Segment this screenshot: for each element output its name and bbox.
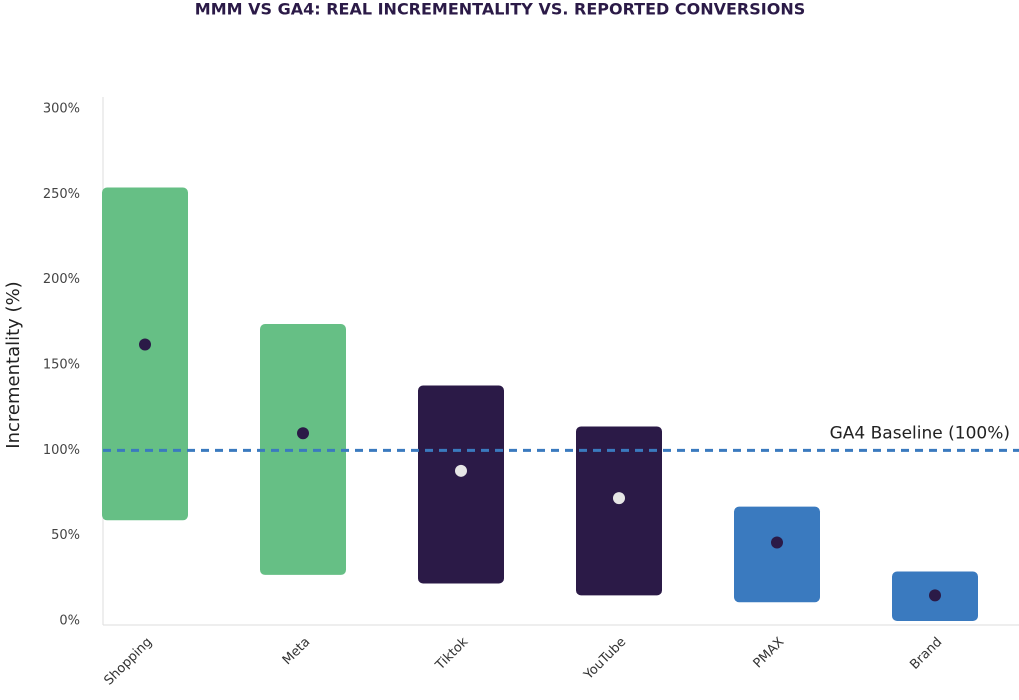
range-bar <box>734 506 820 603</box>
point-estimate <box>613 492 625 505</box>
baseline-label: GA4 Baseline (100%) <box>830 423 1010 443</box>
point-estimate <box>929 589 941 602</box>
y-tick-label: 50% <box>51 528 80 543</box>
range-bar <box>576 426 662 596</box>
y-tick-label: 100% <box>43 443 80 458</box>
point-estimate <box>771 536 783 549</box>
point-estimate <box>297 427 309 440</box>
y-tick-label: 150% <box>43 358 80 373</box>
range-bar <box>418 385 504 584</box>
x-tick-label: PMAX <box>751 635 788 672</box>
x-tick-label: Meta <box>280 635 313 668</box>
y-tick-label: 200% <box>43 272 80 287</box>
x-tick-label: YouTube <box>581 635 630 684</box>
range-bar <box>102 187 188 521</box>
y-tick-label: 0% <box>59 614 80 629</box>
y-axis-label: Incrementality (%) <box>3 281 24 448</box>
point-estimate <box>139 338 151 351</box>
x-tick-label: Brand <box>907 635 945 673</box>
point-estimate <box>455 464 467 477</box>
chart-title: MMM VS GA4: REAL INCREMENTALITY VS. REPO… <box>195 0 805 19</box>
y-tick-label: 250% <box>43 187 80 202</box>
y-tick-label: 300% <box>43 102 80 117</box>
x-tick-label: Tiktok <box>432 634 471 673</box>
x-tick-label: Shopping <box>102 635 156 689</box>
